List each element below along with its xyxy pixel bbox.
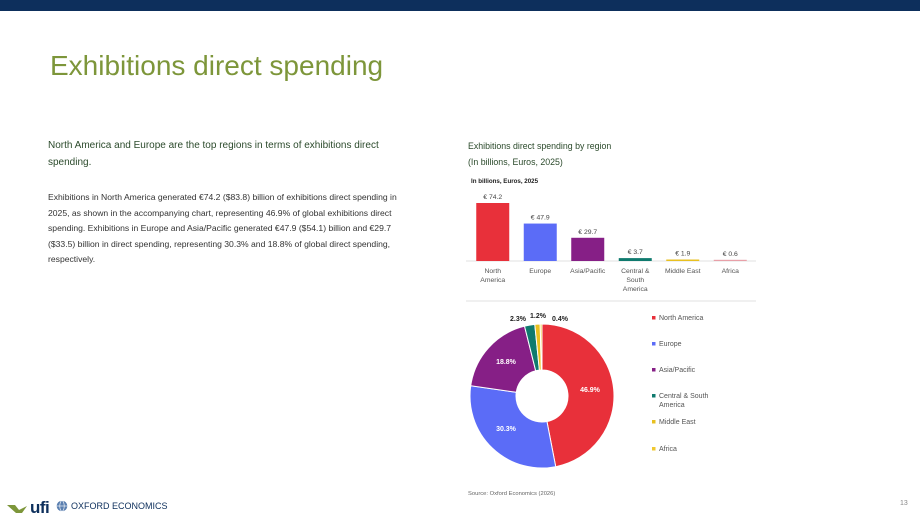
legend-label: Middle East — [659, 419, 696, 426]
page-number: 13 — [900, 500, 908, 507]
lead-paragraph: North America and Europe are the top reg… — [48, 140, 379, 168]
legend-swatch — [652, 342, 656, 346]
donut-slice — [470, 325, 537, 393]
chart-title: Exhibitions direct spending by region — [468, 141, 612, 151]
body-paragraph: Exhibitions in North America generated €… — [48, 192, 397, 265]
bar-data-label: € 3.7 — [628, 249, 643, 256]
legend-label: Asia/Pacific — [659, 367, 696, 374]
bar-data-label: € 29.7 — [578, 229, 597, 236]
bar-chart: In billions, Euros, 2025 € 74.2 North Ameri… — [466, 178, 756, 302]
legend-swatch — [652, 394, 656, 398]
donut-data-label: 2.3% — [510, 316, 527, 323]
chart-subtitle: (In billions, Euros, 2025) — [468, 157, 563, 167]
donut-data-label: 46.9% — [580, 387, 601, 394]
legend-label: North America — [659, 315, 703, 322]
source-note: Source: Oxford Economics (2026) — [468, 491, 556, 497]
bar-category-label: Europe — [529, 268, 551, 275]
bar-data-label: € 1.9 — [675, 251, 690, 258]
legend-label: Central & South — [659, 393, 709, 400]
ufi-logo: ufi — [6, 498, 50, 518]
oxford-globe-icon — [56, 500, 68, 512]
bar-category-label: Africa — [722, 268, 740, 275]
bar — [618, 258, 652, 261]
legend-label: Africa — [659, 446, 677, 453]
ufi-logo-text: ufi — [30, 498, 50, 517]
bar-category-label: Asia/Pacific — [570, 268, 606, 275]
bar — [713, 259, 747, 261]
donut-data-label: 30.3% — [496, 426, 517, 433]
legend-swatch — [652, 368, 656, 372]
page-title: Exhibitions direct spending — [50, 50, 384, 81]
bar-data-label: € 47.9 — [531, 215, 550, 222]
legend-label: Europe — [659, 341, 682, 348]
legend-label: America — [659, 402, 685, 409]
donut-slice — [469, 385, 557, 469]
donut-slice — [539, 323, 543, 371]
bar — [666, 259, 700, 261]
oxford-logo-text: OXFORD ECONOMICS — [71, 501, 168, 511]
legend-swatch — [652, 420, 656, 424]
donut-data-label: 18.8% — [496, 359, 517, 366]
bar-data-label: € 74.2 — [483, 194, 502, 201]
bar — [571, 237, 605, 261]
bar-category-label: Middle East — [665, 268, 701, 275]
donut-slice — [541, 323, 615, 468]
bar-category-label: America — [480, 277, 505, 284]
bar — [476, 203, 510, 261]
donut-data-label: 0.4% — [552, 316, 569, 323]
bar-data-label: € 0.6 — [723, 251, 738, 258]
donut-chart: 46.9% 30.3% 18.8% 2.3% 1.2% 0.4% North America… — [469, 313, 709, 469]
oxford-economics-logo: OXFORD ECONOMICS — [56, 500, 168, 512]
bar-category-label: Central & — [621, 268, 650, 275]
legend-swatch — [652, 316, 656, 320]
bar-chart-title: In billions, Euros, 2025 — [471, 178, 539, 185]
donut-data-label: 1.2% — [530, 313, 547, 320]
bar-category-label: America — [623, 286, 648, 293]
top-banner — [0, 0, 920, 11]
bar — [523, 223, 557, 261]
bar-category-label: North — [484, 268, 501, 275]
legend-swatch — [652, 447, 656, 451]
ufi-swoosh-icon — [7, 505, 27, 513]
bar-category-label: South — [626, 277, 644, 284]
